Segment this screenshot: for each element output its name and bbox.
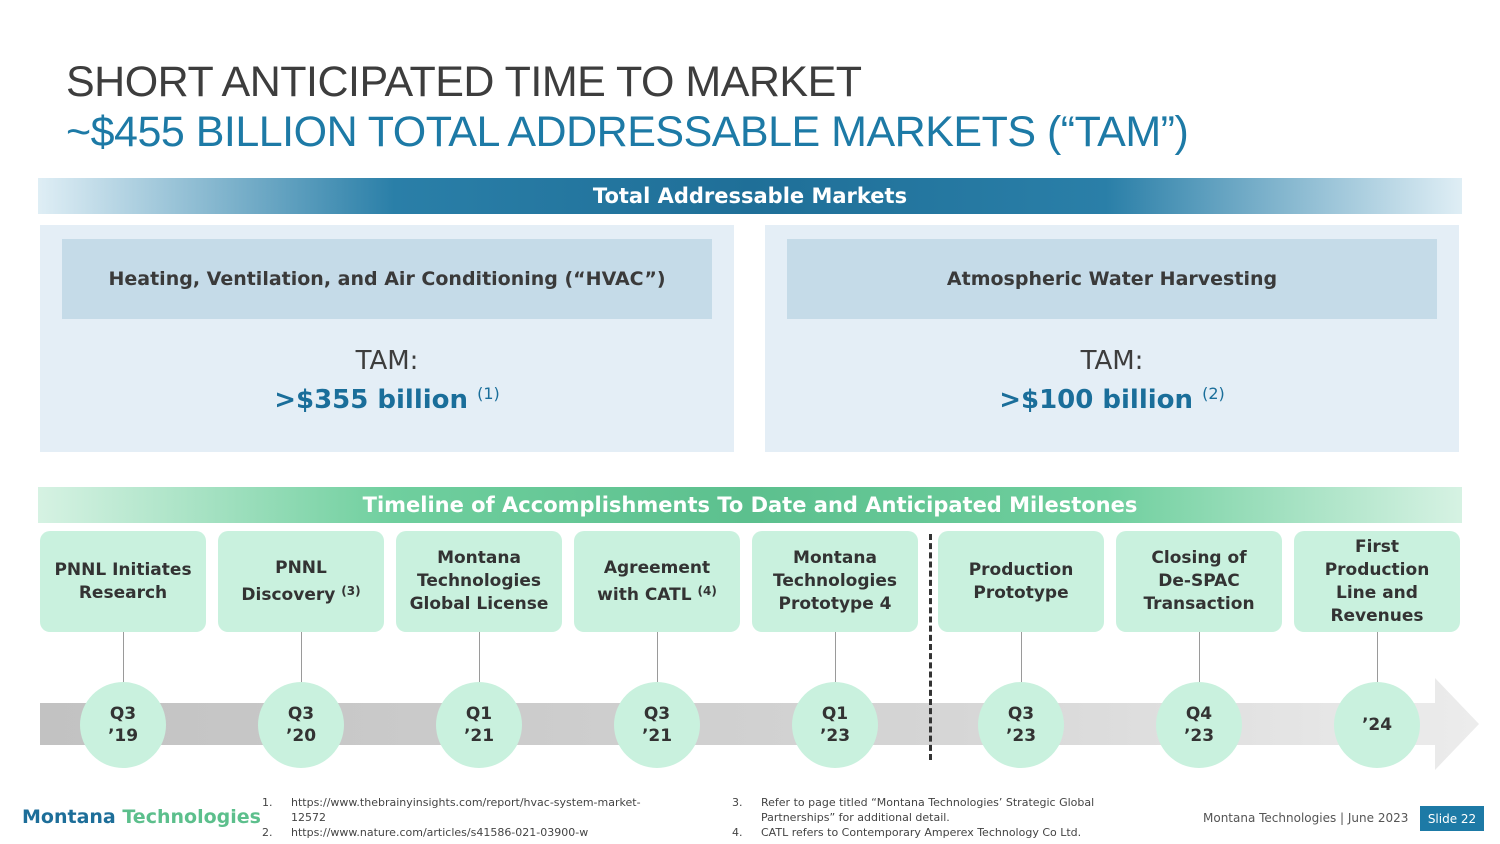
tam-block: TAM: >$355 billion (1) bbox=[40, 345, 734, 417]
footnote-number: 2. bbox=[262, 826, 273, 839]
milestone-date: Q3 ’19 bbox=[80, 682, 166, 768]
milestone-date: Q1 ’21 bbox=[436, 682, 522, 768]
logo-text-2: Technologies bbox=[122, 806, 261, 828]
footer-brand-date: Montana Technologies | June 2023 bbox=[1203, 811, 1409, 825]
milestone-date: ’24 bbox=[1334, 682, 1420, 768]
market-name: Atmospheric Water Harvesting bbox=[787, 239, 1437, 319]
company-logo: Montana Technologies bbox=[22, 806, 261, 828]
footnote: 2. https://www.nature.com/articles/s4158… bbox=[262, 825, 651, 840]
footnotes-right: 3. Refer to page titled “Montana Technol… bbox=[732, 795, 1121, 840]
footnote: 1. https://www.thebrainyinsights.com/rep… bbox=[262, 795, 651, 825]
logo-text-1: Montana bbox=[22, 806, 116, 828]
tam-label: TAM: bbox=[355, 346, 419, 376]
footnote-number: 1. bbox=[262, 796, 273, 809]
connector-line bbox=[657, 632, 658, 682]
footnote-number: 3. bbox=[732, 796, 743, 809]
timeline-band: Timeline of Accomplishments To Date and … bbox=[38, 487, 1462, 523]
tam-value: >$355 billion bbox=[274, 385, 469, 415]
tam-value-line: >$355 billion (1) bbox=[40, 377, 734, 417]
progress-divider bbox=[929, 534, 932, 760]
milestone-text: Montana Technologies Prototype 4 bbox=[773, 548, 897, 614]
footnote-ref: (1) bbox=[477, 384, 500, 403]
footnote-ref: (2) bbox=[1202, 384, 1225, 403]
market-name: Heating, Ventilation, and Air Conditioni… bbox=[62, 239, 712, 319]
milestone-text: Production Prototype bbox=[968, 559, 1074, 603]
footnote-link[interactable]: https://www.thebrainyinsights.com/report… bbox=[291, 796, 641, 824]
milestone-card: Montana Technologies Prototype 4 bbox=[752, 531, 918, 632]
footnote-ref: (3) bbox=[341, 583, 361, 598]
connector-line bbox=[1199, 632, 1200, 682]
milestone-date: Q3 ’21 bbox=[614, 682, 700, 768]
connector-line bbox=[123, 632, 124, 682]
milestone-text: First Production Line and Revenues bbox=[1324, 536, 1430, 626]
milestone-date: Q3 ’20 bbox=[258, 682, 344, 768]
milestone-card: PNNL Discovery (3) bbox=[218, 531, 384, 632]
milestone-text: PNNL Initiates Research bbox=[54, 559, 192, 603]
slide-number: Slide 22 bbox=[1420, 806, 1484, 831]
milestone-label: PNNL Discovery bbox=[241, 557, 336, 605]
market-panel-hvac: Heating, Ventilation, and Air Conditioni… bbox=[40, 225, 734, 452]
connector-line bbox=[835, 632, 836, 682]
milestone-text: Agreement with CATL (4) bbox=[597, 557, 717, 607]
milestone-text: PNNL Discovery (3) bbox=[241, 557, 360, 607]
milestone-card: Production Prototype bbox=[938, 531, 1104, 632]
footnote-ref: (4) bbox=[697, 583, 717, 598]
tam-block: TAM: >$100 billion (2) bbox=[765, 345, 1459, 417]
footnote-text: Refer to page titled “Montana Technologi… bbox=[761, 796, 1095, 824]
milestone-date: Q4 ’23 bbox=[1156, 682, 1242, 768]
page-subtitle: ~$455 BILLION TOTAL ADDRESSABLE MARKETS … bbox=[66, 108, 1189, 156]
tam-label: TAM: bbox=[1080, 346, 1144, 376]
milestone-text: Montana Technologies Global License bbox=[409, 548, 549, 614]
milestone-card: Closing of De-SPAC Transaction bbox=[1116, 531, 1282, 632]
tam-band: Total Addressable Markets bbox=[38, 178, 1462, 214]
connector-line bbox=[1377, 632, 1378, 682]
connector-line bbox=[1021, 632, 1022, 682]
milestone-card: PNNL Initiates Research bbox=[40, 531, 206, 632]
milestone-date: Q3 ’23 bbox=[978, 682, 1064, 768]
market-panel-water: Atmospheric Water Harvesting TAM: >$100 … bbox=[765, 225, 1459, 452]
footnote-number: 4. bbox=[732, 826, 743, 839]
connector-line bbox=[479, 632, 480, 682]
milestone-card: First Production Line and Revenues bbox=[1294, 531, 1460, 632]
milestone-date: Q1 ’23 bbox=[792, 682, 878, 768]
footnote-link[interactable]: https://www.nature.com/articles/s41586-0… bbox=[291, 826, 589, 839]
milestone-text: Closing of De-SPAC Transaction bbox=[1143, 548, 1255, 614]
milestone-label: Agreement with CATL bbox=[597, 557, 711, 605]
footnote-text: CATL refers to Contemporary Amperex Tech… bbox=[761, 826, 1082, 839]
tam-value: >$100 billion bbox=[999, 385, 1194, 415]
footnote: 3. Refer to page titled “Montana Technol… bbox=[732, 795, 1121, 825]
milestone-card: Montana Technologies Global License bbox=[396, 531, 562, 632]
footnote: 4. CATL refers to Contemporary Amperex T… bbox=[732, 825, 1121, 840]
footnotes-left: 1. https://www.thebrainyinsights.com/rep… bbox=[262, 795, 651, 840]
milestone-card: Agreement with CATL (4) bbox=[574, 531, 740, 632]
connector-line bbox=[301, 632, 302, 682]
page-title: SHORT ANTICIPATED TIME TO MARKET bbox=[66, 58, 862, 106]
tam-value-line: >$100 billion (2) bbox=[765, 377, 1459, 417]
